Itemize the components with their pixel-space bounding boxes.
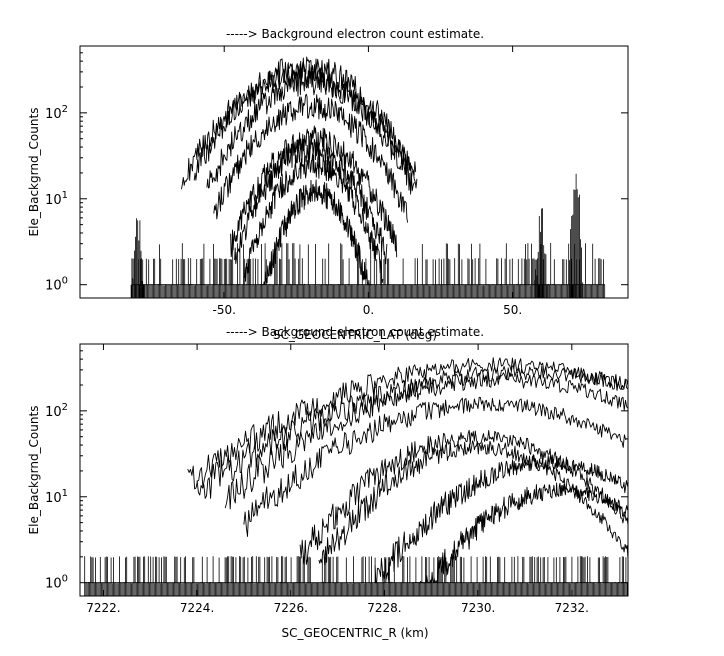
y-axis-label: Ele_Backgrnd_Counts	[27, 108, 41, 237]
noise-floor	[131, 243, 606, 298]
y-tick-label: 100	[45, 574, 68, 592]
x-tick-label: 7228.	[367, 601, 401, 615]
x-tick-label: 7226.	[274, 601, 308, 615]
data-traces	[84, 357, 629, 596]
background-burst-0	[130, 218, 145, 298]
series-trace-3	[213, 93, 409, 223]
series-trace-1	[181, 62, 418, 190]
background-burst-1	[534, 208, 549, 298]
data-traces	[130, 56, 606, 298]
x-tick-label: 50.	[503, 303, 522, 317]
plot-frame	[79, 45, 629, 299]
chart-title: -----> Background electron count estimat…	[226, 325, 484, 339]
chart-panel-latitude: -----> Background electron count estimat…	[27, 27, 629, 342]
y-tick-label: 101	[45, 488, 68, 506]
x-tick-label: -50.	[212, 303, 235, 317]
series-trace-4	[299, 429, 629, 565]
series-trace-0	[187, 357, 629, 490]
y-tick-label: 101	[45, 190, 68, 208]
series-trace-3	[243, 396, 629, 537]
axis-ticks: 7222. 7224. 7226. 7228. 7230. 7232. 100 101 102	[45, 343, 628, 615]
series-trace-6	[243, 152, 384, 284]
y-tick-label: 102	[45, 402, 68, 420]
chart-title: -----> Background electron count estimat…	[226, 27, 484, 41]
series-trace-7	[412, 482, 629, 584]
series-trace-4	[230, 125, 398, 258]
series-trace-2	[224, 372, 629, 510]
chart-panel-radius: -----> Background electron count estimat…	[27, 325, 629, 640]
series-trace-5	[318, 440, 629, 566]
axis-ticks: -50. 0. 50. 100 101 102	[45, 45, 628, 317]
series-trace-2	[206, 69, 415, 195]
series-trace-7	[261, 179, 372, 286]
x-axis-label: SC_GEOCENTRIC_R (km)	[282, 626, 429, 640]
series-trace-6	[374, 454, 629, 584]
series-trace-5	[234, 135, 388, 265]
background-burst-2	[569, 173, 584, 298]
x-tick-label: 7224.	[180, 601, 214, 615]
x-tick-label: 7222.	[86, 601, 120, 615]
y-tick-label: 102	[45, 104, 68, 122]
x-axis-label: SC_GEOCENTRIC_LAT (deg)	[273, 328, 437, 342]
x-tick-label: 7230.	[461, 601, 495, 615]
x-tick-label: 0.	[363, 303, 374, 317]
y-axis-label: Ele_Backgrnd_Counts	[27, 406, 41, 535]
noise-floor	[84, 556, 628, 596]
plot-frame	[79, 343, 629, 597]
y-tick-label: 100	[45, 276, 68, 294]
x-tick-label: 7232.	[555, 601, 589, 615]
